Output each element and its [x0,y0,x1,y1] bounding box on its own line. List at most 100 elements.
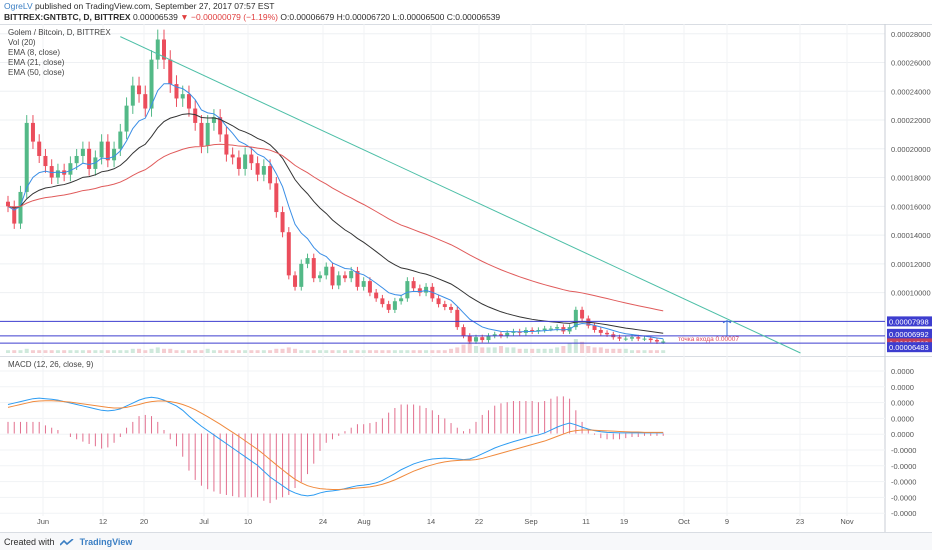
price-change: −0.00000079 (−1.19%) [191,12,278,22]
volume-bar [411,350,416,353]
volume-bar [561,346,566,353]
volume-bar [199,350,204,353]
candle-body [449,306,454,310]
volume-bar [436,350,441,353]
macd-tick-label: 0.0000 [891,367,914,376]
volume-bar [149,348,154,353]
volume-bar [230,350,235,353]
volume-bar [580,341,585,353]
macd-tick-label: -0.0000 [891,446,916,455]
candle-body [30,122,35,142]
y-tick-label: 0.00012000 [891,260,931,269]
volume-bar [367,350,372,353]
candle-body [112,148,117,161]
volume-bar [424,350,429,353]
candle-body [218,117,223,135]
volume-bar [168,348,173,353]
y-tick-label: 0.00010000 [891,289,931,298]
volume-bar [349,350,354,353]
volume-bar [162,348,166,353]
volume-bar [642,350,647,353]
volume-bar [55,350,60,353]
candle-body [255,163,260,175]
candle-body [261,166,266,175]
candle-body [498,334,503,336]
candle-body [617,337,622,339]
volume-bar [49,350,54,353]
candle-body [12,206,17,224]
candle-body [623,338,628,340]
macd-tick-label: -0.0000 [891,478,916,487]
volume-bar [268,350,273,353]
candle-body [55,170,60,178]
candle-body [511,331,516,333]
volume-bar [62,350,67,353]
volume-bar [573,339,578,353]
volume-bar [124,350,129,353]
macd-panel[interactable] [0,356,932,520]
volume-bar [430,350,435,353]
candle-body [211,117,216,123]
volume-bar [386,350,391,353]
candle-body [342,275,347,279]
ema8-line [7,83,664,340]
x-tick-label: Jun [37,517,49,526]
candle-body [542,328,547,330]
candle-body [37,141,42,156]
volume-bar [586,346,591,353]
volume-bar [30,350,35,353]
tradingview-brand[interactable]: TradingView [79,537,133,547]
volume-bar [243,350,248,353]
volume-bar [592,347,597,353]
candle-body [598,329,603,333]
candle-body [548,328,553,330]
volume-bar [492,347,497,353]
candle-body [286,232,291,276]
volume-bar [224,350,229,353]
candle-body [199,122,204,146]
candle-body [561,327,566,332]
volume-bar [330,350,335,353]
footer: Created with TradingView [0,532,932,550]
y-tick-label: 0.00022000 [891,116,931,125]
x-tick-label: 9 [725,517,729,526]
volume-bar [598,347,603,353]
signal-line [7,400,664,490]
volume-bar [311,350,316,353]
volume-bar [293,348,298,353]
price-panel[interactable] [0,24,932,355]
legend-ema21: EMA (21, close) [8,58,65,67]
candle-body [374,292,379,299]
chart-canvas[interactable]: 0.00028000 0.00026000 0.00024000 0.00022000… [0,24,932,532]
volume-bar [630,350,634,353]
ema21-line [7,113,664,334]
arrow-head-icon [722,320,732,324]
author-link[interactable]: OgreLV [4,1,33,11]
volume-bar [392,350,397,353]
volume-bar [80,350,85,353]
candle-body [180,94,185,99]
candle-body [105,141,110,161]
tradingview-logo-icon [60,538,74,546]
volume-bar [399,350,404,353]
candle-body [236,157,241,169]
y-tick-label: 0.00016000 [891,202,931,211]
volume-bar [68,350,73,353]
candle-body [143,94,148,109]
volume-bar [661,350,666,353]
macd-tick-label: 0.0000 [891,414,914,423]
candle-body [305,258,310,264]
x-tick-label: 20 [140,517,148,526]
candle-body [605,332,610,335]
volume-bar [374,350,379,353]
candle-body [573,309,578,328]
x-tick-label: 12 [99,517,107,526]
volume-bar [455,347,460,353]
candle-body [392,301,397,310]
candle-body [436,298,441,305]
volume-bar [542,348,547,353]
volume-bar [118,350,123,353]
volume-bar [511,347,516,353]
candle-body [311,258,316,279]
price-label-text: 0.00007998 [889,317,929,326]
